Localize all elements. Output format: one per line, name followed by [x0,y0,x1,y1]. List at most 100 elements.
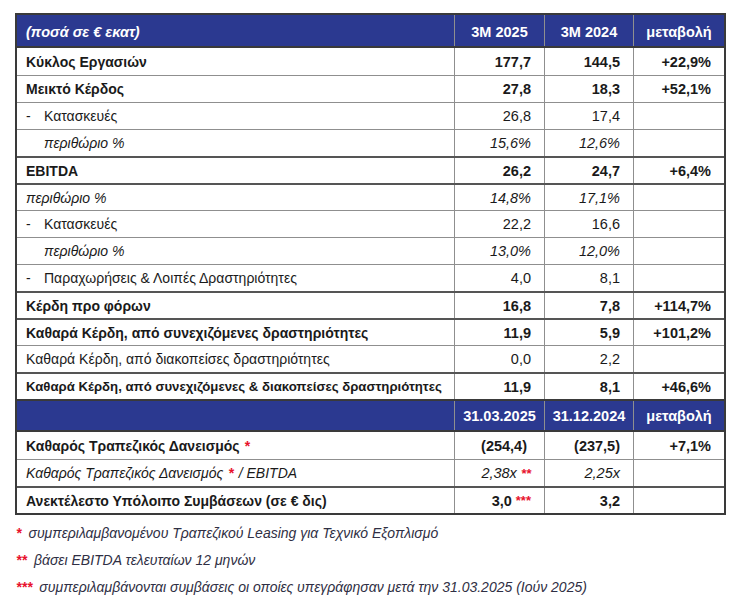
row-label: περιθώριο % [17,130,454,156]
dash-bullet: - [26,270,44,286]
value-change: +52,1% [633,76,724,102]
table-row-construction: -Κατασκευές 26,8 17,4 [17,102,724,129]
row-label: -Κατασκευές [17,211,454,237]
value-change: +101,2% [633,320,724,345]
table-header-balance-dates: 31.03.2025 31.12.2024 μεταβολή [17,399,724,432]
financial-results-table: (ποσά σε € εκατ) 3M 2025 3M 2024 μεταβολ… [15,13,726,515]
value-3m-2024: 2,2 [544,346,633,372]
value-31-03-2025: 2,38x** [454,460,544,486]
table-row-net-profit-discontinued: Καθαρά Κέρδη, από διακοπείσες δραστηριότ… [17,345,724,372]
table-row-gross-profit: Μεικτό Κέρδος 27,8 18,3 +52,1% [17,75,724,102]
col-header-change-2: μεταβολή [633,401,724,430]
row-label: Κύκλος Εργασιών [17,48,454,75]
value-3m-2024: 12,0% [544,238,633,264]
col-header-3m-2025: 3M 2025 [454,15,544,46]
row-label: Καθαρά Κέρδη, από διακοπείσες δραστηριότ… [17,346,454,372]
footnote-ebitda-basis: ** βάσει EBITDA τελευταίων 12 μηνών [16,546,587,573]
row-label: Καθαρός Τραπεζικός Δανεισμός*/ EBITDA [17,460,454,486]
table-row-construction-ebitda: -Κατασκευές 22,2 16,6 [17,210,724,237]
value-3m-2025: 14,8% [454,185,544,210]
empty-header-cell [17,401,454,430]
value-3m-2024: 18,3 [544,76,633,102]
value-change: +46,6% [633,374,724,399]
value-3m-2025: 22,2 [454,211,544,237]
table-row-pretax-profit: Κέρδη προ φόρων 16,8 7,8 +114,7% [17,291,724,318]
dash-bullet: - [26,216,44,232]
value-31-12-2024: 3,2 [544,488,633,513]
value-31-12-2024: 2,25x [544,460,633,486]
value-31-03-2025: (254,4) [454,432,544,459]
value-change [633,211,724,237]
footnote-contracts: *** συμπεριλαμβάνονται συμβάσεις οι οποί… [16,573,587,600]
footnote-text: βάσει EBITDA τελευταίων 12 μηνών [34,552,255,568]
value-3m-2024: 16,6 [544,211,633,237]
footnote-text: συμπεριλαμβανομένου Τραπεζικού Leasing γ… [28,525,438,541]
value-3m-2025: 27,8 [454,76,544,102]
value-3m-2024: 7,8 [544,293,633,318]
table-row-concessions: -Παραχωρήσεις & Λοιπές Δραστηριότητες 4,… [17,264,724,291]
footnote-text: συμπεριλαμβάνονται συμβάσεις οι οποίες υ… [39,579,587,595]
row-label: EBITDA [17,158,454,183]
value-3m-2024: 24,7 [544,158,633,183]
value-3m-2025: 26,8 [454,103,544,129]
triple-asterisk-marker: *** [516,493,531,508]
value-change [633,460,724,486]
row-label: -Κατασκευές [17,103,454,129]
value-change: +7,1% [633,432,724,459]
table-row-margin: περιθώριο % 15,6% 12,6% [17,129,724,156]
value-3m-2025: 11,9 [454,374,544,399]
row-label: περιθώριο % [17,185,454,210]
table-row-net-profit-total: Καθαρά Κέρδη, από συνεχιζόμενες & διακοπ… [17,372,724,399]
footnote-leasing: * συμπεριλαμβανομένου Τραπεζικού Leasing… [16,519,587,546]
double-asterisk-marker: ** [521,466,531,481]
col-header-change: μεταβολή [633,15,724,46]
units-note: (ποσά σε € εκατ) [17,15,454,46]
value-31-03-2025: 3,0*** [454,488,544,513]
value-3m-2025: 177,7 [454,48,544,75]
value-3m-2025: 0,0 [454,346,544,372]
table-row-margin-2: περιθώριο % 13,0% 12,0% [17,237,724,264]
value-3m-2024: 17,4 [544,103,633,129]
value-3m-2024: 144,5 [544,48,633,75]
value-change [633,346,724,372]
row-label: -Παραχωρήσεις & Λοιπές Δραστηριότητες [17,265,454,291]
table-row-net-profit-continuing: Καθαρά Κέρδη, από συνεχιζόμενες δραστηρι… [17,318,724,345]
value-3m-2025: 11,9 [454,320,544,345]
asterisk-marker: * [16,525,21,541]
value-3m-2025: 16,8 [454,293,544,318]
asterisk-marker: * [245,438,250,454]
row-label: Καθαρός Τραπεζικός Δανεισμός* [17,432,454,459]
value-3m-2025: 4,0 [454,265,544,291]
table-row-ebitda-margin: περιθώριο % 14,8% 17,1% [17,183,724,210]
col-header-31-12-2024: 31.12.2024 [544,401,633,430]
value-change [633,103,724,129]
value-3m-2025: 26,2 [454,158,544,183]
value-change: +22,9% [633,48,724,75]
col-header-3m-2024: 3M 2024 [544,15,633,46]
value-3m-2024: 8,1 [544,374,633,399]
value-31-12-2024: (237,5) [544,432,633,459]
value-3m-2025: 13,0% [454,238,544,264]
asterisk-marker: * [228,465,233,481]
row-label: Κέρδη προ φόρων [17,293,454,318]
value-change [633,238,724,264]
footnotes: * συμπεριλαμβανομένου Τραπεζικού Leasing… [16,519,587,600]
table-row-debt-to-ebitda: Καθαρός Τραπεζικός Δανεισμός*/ EBITDA 2,… [17,459,724,486]
value-change [633,130,724,156]
value-3m-2024: 5,9 [544,320,633,345]
page: (ποσά σε € εκατ) 3M 2025 3M 2024 μεταβολ… [0,0,738,613]
triple-asterisk-marker: *** [16,579,32,595]
value-3m-2024: 8,1 [544,265,633,291]
row-label: Καθαρά Κέρδη, από συνεχιζόμενες δραστηρι… [17,320,454,345]
value-change [633,265,724,291]
value-3m-2024: 17,1% [544,185,633,210]
row-label: Μεικτό Κέρδος [17,76,454,102]
dash-bullet: - [26,108,44,124]
value-3m-2025: 15,6% [454,130,544,156]
double-asterisk-marker: ** [16,552,27,568]
col-header-31-03-2025: 31.03.2025 [454,401,544,430]
table-row-ebitda: EBITDA 26,2 24,7 +6,4% [17,156,724,183]
value-change [633,488,724,513]
table-header-3m: (ποσά σε € εκατ) 3M 2025 3M 2024 μεταβολ… [17,15,724,48]
value-change: +6,4% [633,158,724,183]
